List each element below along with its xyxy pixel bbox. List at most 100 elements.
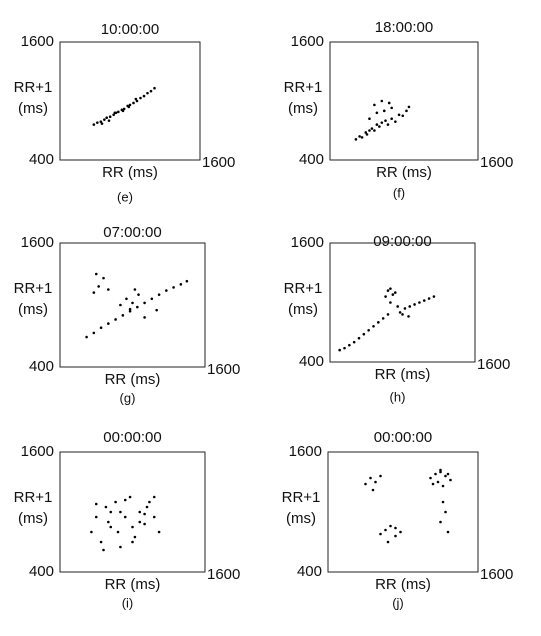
point [393, 291, 397, 294]
x-axis-label: RR (ms) [375, 576, 431, 593]
y-tick-label: 400 [299, 353, 324, 370]
point [107, 322, 110, 325]
x-axis-label: RR (ms) [105, 576, 161, 593]
point [405, 109, 408, 113]
point [386, 313, 390, 316]
point [119, 510, 122, 514]
point [123, 515, 127, 519]
point [386, 540, 390, 544]
point [116, 530, 120, 534]
point [117, 110, 120, 114]
point [92, 291, 96, 294]
y-tick-label: 1600 [291, 234, 324, 251]
panel-title: 18:00:00 [375, 19, 433, 36]
point [108, 115, 112, 119]
point [114, 318, 117, 321]
point [407, 315, 410, 318]
y-axis-label: RR+1 [282, 489, 321, 506]
point [352, 340, 356, 344]
y-tick-label: 1600 [291, 33, 324, 50]
y-axis-label: RR+1 [284, 79, 323, 96]
point [146, 91, 149, 95]
point [145, 505, 149, 509]
point [107, 288, 110, 291]
point [446, 472, 450, 476]
point [390, 106, 393, 110]
point [128, 103, 132, 107]
point [131, 525, 134, 529]
point [373, 129, 376, 132]
point [431, 482, 435, 486]
point [398, 311, 402, 314]
y-tick-label: 1600 [289, 443, 322, 460]
point [107, 520, 110, 524]
panel-caption: (e) [117, 189, 133, 204]
point [148, 500, 151, 504]
point [127, 105, 131, 109]
point [128, 495, 132, 499]
point [102, 276, 105, 280]
point [157, 530, 161, 534]
point [379, 474, 382, 478]
point [92, 331, 96, 335]
point [165, 289, 168, 292]
point [371, 488, 375, 492]
point [185, 279, 189, 283]
point [109, 525, 113, 529]
point [135, 99, 139, 103]
point [399, 530, 402, 534]
y-tick-label: 1600 [21, 33, 54, 50]
point [368, 117, 371, 120]
point [418, 301, 421, 304]
point [401, 313, 404, 316]
point [152, 495, 156, 499]
point [90, 530, 93, 534]
point [142, 94, 146, 98]
panel-title: 10:00:00 [101, 21, 159, 38]
plot-frame [59, 41, 201, 161]
point [99, 120, 103, 123]
point [407, 105, 411, 109]
y-tick-label: 1600 [21, 443, 54, 460]
point [397, 113, 401, 117]
panel-title: 07:00:00 [103, 224, 161, 241]
point [373, 103, 376, 107]
point [436, 480, 440, 484]
point [401, 114, 405, 118]
point [132, 101, 135, 105]
y-axis-label: RR+1 [14, 79, 53, 96]
point [109, 510, 113, 514]
point [362, 332, 366, 336]
point [99, 326, 103, 330]
point [114, 500, 117, 504]
point [389, 524, 392, 528]
plot-frame [329, 242, 476, 363]
point [389, 301, 392, 304]
point [107, 119, 111, 122]
x-tick-label: 1600 [202, 154, 235, 171]
point [390, 117, 393, 120]
point [136, 305, 139, 309]
panel-title: 00:00:00 [103, 429, 161, 446]
y-axis-label: (ms) [286, 510, 316, 527]
panel-caption: (j) [392, 595, 404, 610]
point [394, 120, 397, 123]
y-tick-label: 400 [29, 151, 54, 168]
point [123, 498, 127, 502]
point [381, 317, 385, 320]
point [100, 122, 104, 125]
point [449, 478, 452, 482]
point [439, 468, 442, 472]
point [152, 515, 156, 519]
point [375, 111, 379, 115]
x-axis-label: RR (ms) [376, 164, 432, 181]
point [112, 113, 115, 117]
point [422, 299, 426, 302]
panel-title: 00:00:00 [374, 429, 432, 446]
point [143, 512, 146, 516]
point [354, 138, 358, 141]
point [105, 116, 108, 120]
point [413, 303, 416, 306]
x-tick-label: 1600 [207, 361, 240, 378]
